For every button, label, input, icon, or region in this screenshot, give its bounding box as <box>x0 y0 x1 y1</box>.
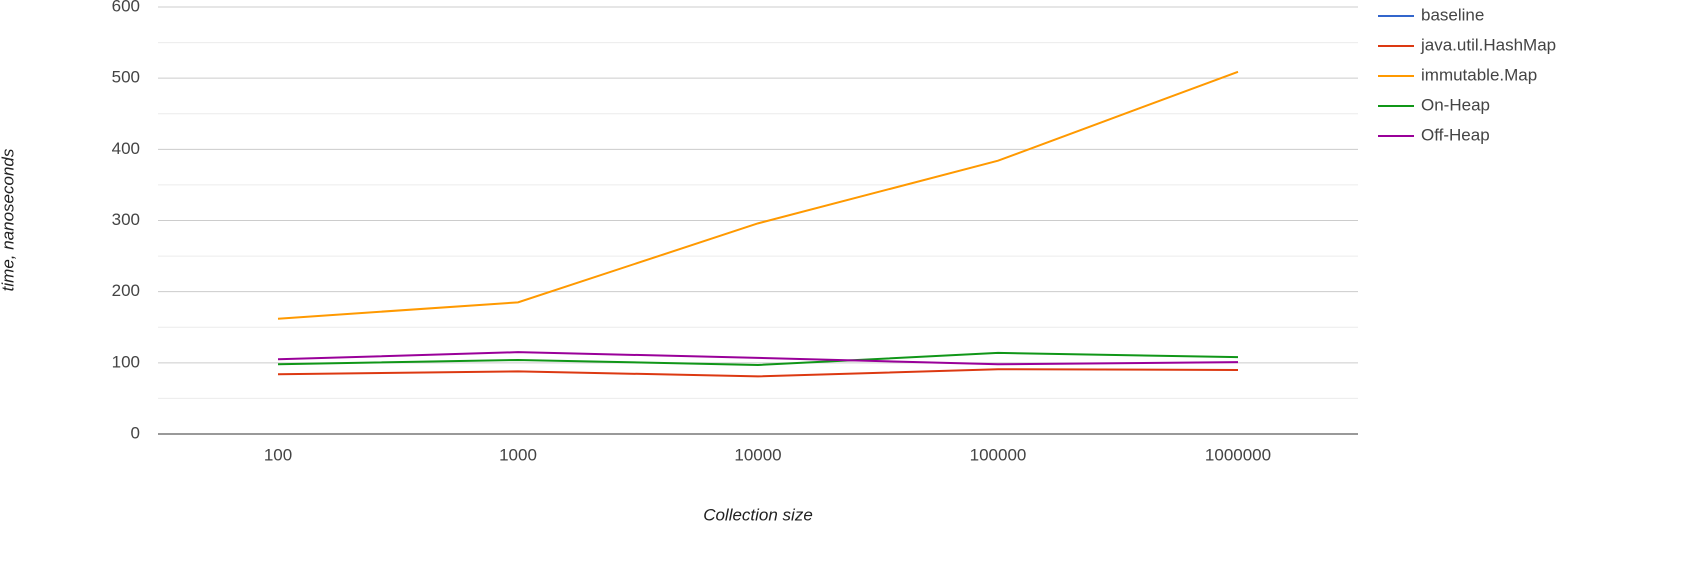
series-line <box>277 351 1239 366</box>
x-axis-title: Collection size <box>703 505 813 524</box>
x-tick-label: 1000 <box>499 445 537 464</box>
y-tick-label: 500 <box>112 68 140 87</box>
series-line <box>277 351 1239 366</box>
x-tick-label: 100 <box>264 445 292 464</box>
legend-label: immutable.Map <box>1421 65 1537 84</box>
x-tick-label: 10000 <box>734 445 781 464</box>
legend-label: On-Heap <box>1421 95 1490 114</box>
series-line <box>277 70 1239 320</box>
y-tick-label: 200 <box>112 281 140 300</box>
y-tick-label: 400 <box>112 139 140 158</box>
x-tick-label: 100000 <box>970 445 1027 464</box>
y-tick-label: 600 <box>112 0 140 15</box>
legend-label: baseline <box>1421 5 1484 24</box>
legend-label: java.util.HashMap <box>1420 35 1556 54</box>
x-tick-label: 1000000 <box>1205 445 1271 464</box>
y-axis-title: time, nanoseconds <box>0 148 17 291</box>
y-tick-label: 0 <box>131 423 140 442</box>
legend-label: Off-Heap <box>1421 125 1490 144</box>
series-line <box>277 368 1239 378</box>
y-tick-label: 100 <box>112 352 140 371</box>
y-tick-label: 300 <box>112 210 140 229</box>
